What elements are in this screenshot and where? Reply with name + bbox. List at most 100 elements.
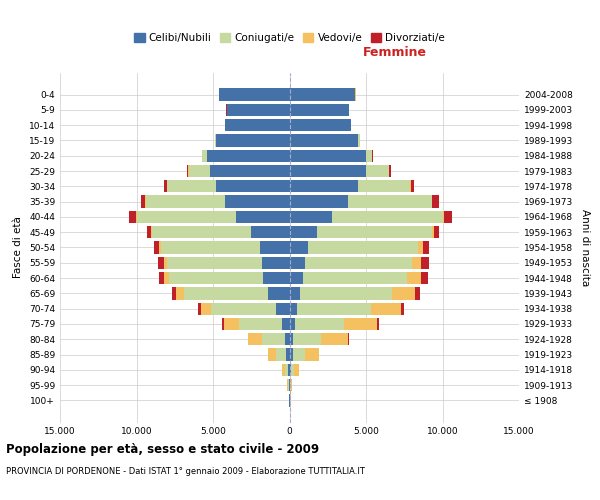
Bar — [377, 318, 379, 330]
Y-axis label: Fasce di età: Fasce di età — [13, 216, 23, 278]
Bar — [161, 242, 260, 254]
Bar — [290, 104, 349, 116]
Bar — [290, 196, 347, 207]
Bar — [262, 256, 290, 269]
Bar — [216, 134, 290, 146]
Bar — [418, 242, 422, 254]
Bar — [184, 288, 268, 300]
Bar — [290, 180, 358, 192]
Bar — [263, 272, 290, 284]
Bar — [282, 318, 290, 330]
Bar — [251, 226, 290, 238]
Bar — [443, 211, 444, 223]
Bar — [415, 288, 421, 300]
Bar — [290, 165, 366, 177]
Bar — [422, 242, 430, 254]
Bar — [292, 364, 295, 376]
Bar — [300, 288, 392, 300]
Bar — [371, 302, 401, 315]
Bar — [129, 211, 136, 223]
Bar — [201, 302, 211, 315]
Bar — [290, 211, 332, 223]
Bar — [219, 88, 290, 101]
Bar — [358, 180, 410, 192]
Bar — [305, 256, 412, 269]
Bar — [283, 364, 284, 376]
Bar — [303, 272, 407, 284]
Bar — [147, 226, 151, 238]
Bar — [412, 256, 421, 269]
Text: Popolazione per età, sesso e stato civile - 2009: Popolazione per età, sesso e stato civil… — [6, 442, 319, 456]
Bar — [248, 333, 262, 345]
Bar — [239, 318, 282, 330]
Bar — [154, 242, 159, 254]
Bar — [167, 180, 216, 192]
Bar — [291, 379, 292, 392]
Bar — [389, 165, 391, 177]
Bar — [372, 150, 373, 162]
Bar — [293, 333, 321, 345]
Bar — [290, 364, 292, 376]
Bar — [211, 302, 276, 315]
Bar — [169, 272, 263, 284]
Bar — [216, 180, 290, 192]
Bar — [158, 256, 164, 269]
Bar — [332, 211, 443, 223]
Bar — [276, 302, 290, 315]
Bar — [198, 302, 201, 315]
Bar — [290, 333, 293, 345]
Bar — [290, 88, 355, 101]
Bar — [137, 211, 236, 223]
Bar — [164, 272, 169, 284]
Bar — [366, 150, 372, 162]
Bar — [358, 134, 360, 146]
Bar — [289, 379, 290, 392]
Bar — [188, 165, 210, 177]
Bar — [207, 150, 290, 162]
Bar — [286, 348, 290, 360]
Bar — [152, 226, 251, 238]
Bar — [297, 302, 371, 315]
Bar — [421, 272, 428, 284]
Bar — [344, 318, 377, 330]
Bar — [433, 196, 439, 207]
Bar — [225, 119, 290, 131]
Bar — [290, 226, 317, 238]
Bar — [410, 180, 414, 192]
Bar — [262, 333, 285, 345]
Bar — [290, 379, 291, 392]
Bar — [290, 119, 350, 131]
Bar — [407, 272, 421, 284]
Bar — [260, 242, 290, 254]
Bar — [268, 348, 276, 360]
Bar — [290, 272, 303, 284]
Bar — [347, 196, 432, 207]
Bar — [140, 196, 145, 207]
Bar — [295, 318, 344, 330]
Bar — [227, 104, 290, 116]
Bar — [285, 333, 290, 345]
Bar — [151, 226, 152, 238]
Bar — [225, 196, 290, 207]
Bar — [158, 272, 164, 284]
Bar — [210, 165, 290, 177]
Bar — [401, 302, 404, 315]
Bar — [287, 364, 290, 376]
Bar — [164, 180, 167, 192]
Bar — [287, 379, 289, 392]
Bar — [284, 364, 287, 376]
Bar — [187, 165, 188, 177]
Bar — [308, 242, 418, 254]
Bar — [305, 348, 319, 360]
Bar — [146, 196, 225, 207]
Bar — [444, 211, 452, 223]
Bar — [290, 134, 358, 146]
Bar — [268, 288, 290, 300]
Bar — [290, 256, 305, 269]
Bar — [224, 318, 239, 330]
Bar — [167, 256, 262, 269]
Bar — [159, 242, 161, 254]
Bar — [164, 256, 167, 269]
Bar — [392, 288, 415, 300]
Bar — [176, 288, 184, 300]
